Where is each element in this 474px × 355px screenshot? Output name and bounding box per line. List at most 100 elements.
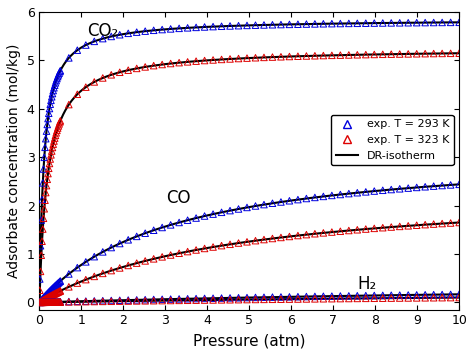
Point: [82, 299, 90, 305]
Point: [44, 299, 52, 305]
Point: [73, 47, 81, 53]
Point: [396, 186, 403, 192]
Point: [56, 299, 64, 305]
Point: [125, 31, 132, 36]
Point: [48, 94, 55, 100]
Point: [52, 283, 59, 288]
Point: [52, 290, 59, 296]
Point: [53, 299, 61, 305]
Point: [294, 296, 302, 302]
Point: [337, 296, 344, 301]
Point: [125, 297, 132, 303]
Point: [56, 68, 64, 73]
Point: [49, 91, 56, 96]
Point: [42, 299, 50, 305]
Point: [226, 241, 234, 247]
Point: [40, 294, 48, 300]
Point: [421, 20, 429, 26]
Legend: exp. T = 293 K, exp. T = 323 K, DR-isotherm: exp. T = 293 K, exp. T = 323 K, DR-isoth…: [331, 115, 454, 165]
Point: [218, 23, 225, 29]
Point: [56, 299, 64, 305]
Point: [116, 32, 124, 38]
Point: [167, 61, 174, 66]
Point: [379, 187, 387, 193]
Text: CO: CO: [165, 189, 190, 207]
Point: [133, 297, 140, 303]
Point: [252, 295, 259, 300]
Point: [175, 220, 183, 225]
Point: [175, 60, 183, 65]
Point: [47, 287, 55, 293]
Point: [252, 55, 259, 61]
Point: [226, 297, 234, 302]
Point: [53, 130, 60, 136]
Point: [447, 182, 455, 188]
Point: [91, 39, 98, 44]
Point: [44, 295, 52, 300]
Point: [438, 221, 446, 226]
Point: [379, 51, 387, 57]
Point: [55, 279, 63, 285]
Point: [456, 291, 463, 297]
Point: [345, 228, 353, 233]
Point: [175, 296, 183, 302]
Point: [150, 27, 157, 33]
Point: [108, 299, 115, 304]
Point: [184, 249, 191, 255]
Point: [404, 223, 412, 229]
Point: [44, 176, 51, 182]
Point: [277, 235, 285, 240]
Point: [37, 299, 45, 304]
Point: [362, 52, 370, 58]
Point: [56, 278, 64, 284]
Point: [38, 300, 46, 305]
Point: [39, 297, 46, 303]
Point: [319, 296, 327, 302]
Point: [302, 53, 310, 59]
Point: [82, 84, 90, 90]
Point: [302, 232, 310, 237]
Point: [42, 293, 50, 298]
Point: [269, 54, 276, 60]
Point: [345, 52, 353, 58]
Point: [39, 299, 46, 305]
Point: [108, 245, 115, 250]
Point: [362, 189, 370, 195]
Point: [252, 297, 259, 302]
Point: [387, 224, 395, 230]
Point: [40, 166, 47, 172]
Point: [286, 234, 293, 239]
Point: [45, 294, 53, 300]
Point: [302, 21, 310, 27]
Point: [41, 296, 49, 302]
Point: [116, 298, 124, 304]
Point: [55, 299, 62, 305]
Point: [55, 70, 63, 76]
Point: [345, 296, 353, 301]
Text: CO₂: CO₂: [87, 22, 118, 40]
Point: [82, 277, 90, 283]
Point: [53, 281, 61, 287]
Point: [235, 297, 242, 302]
Point: [158, 298, 166, 304]
Point: [354, 52, 361, 58]
Point: [252, 238, 259, 244]
Point: [91, 298, 98, 304]
Point: [404, 20, 412, 26]
Point: [49, 299, 57, 305]
Point: [39, 226, 46, 232]
Point: [192, 247, 200, 253]
Point: [55, 121, 63, 127]
Point: [302, 296, 310, 302]
Point: [345, 293, 353, 299]
Point: [210, 24, 217, 29]
Point: [46, 288, 54, 293]
Point: [430, 20, 438, 25]
Point: [46, 294, 53, 299]
Point: [456, 220, 463, 225]
Point: [371, 295, 378, 301]
Point: [46, 299, 54, 305]
Point: [210, 244, 217, 250]
Point: [73, 299, 81, 304]
Point: [49, 285, 56, 291]
